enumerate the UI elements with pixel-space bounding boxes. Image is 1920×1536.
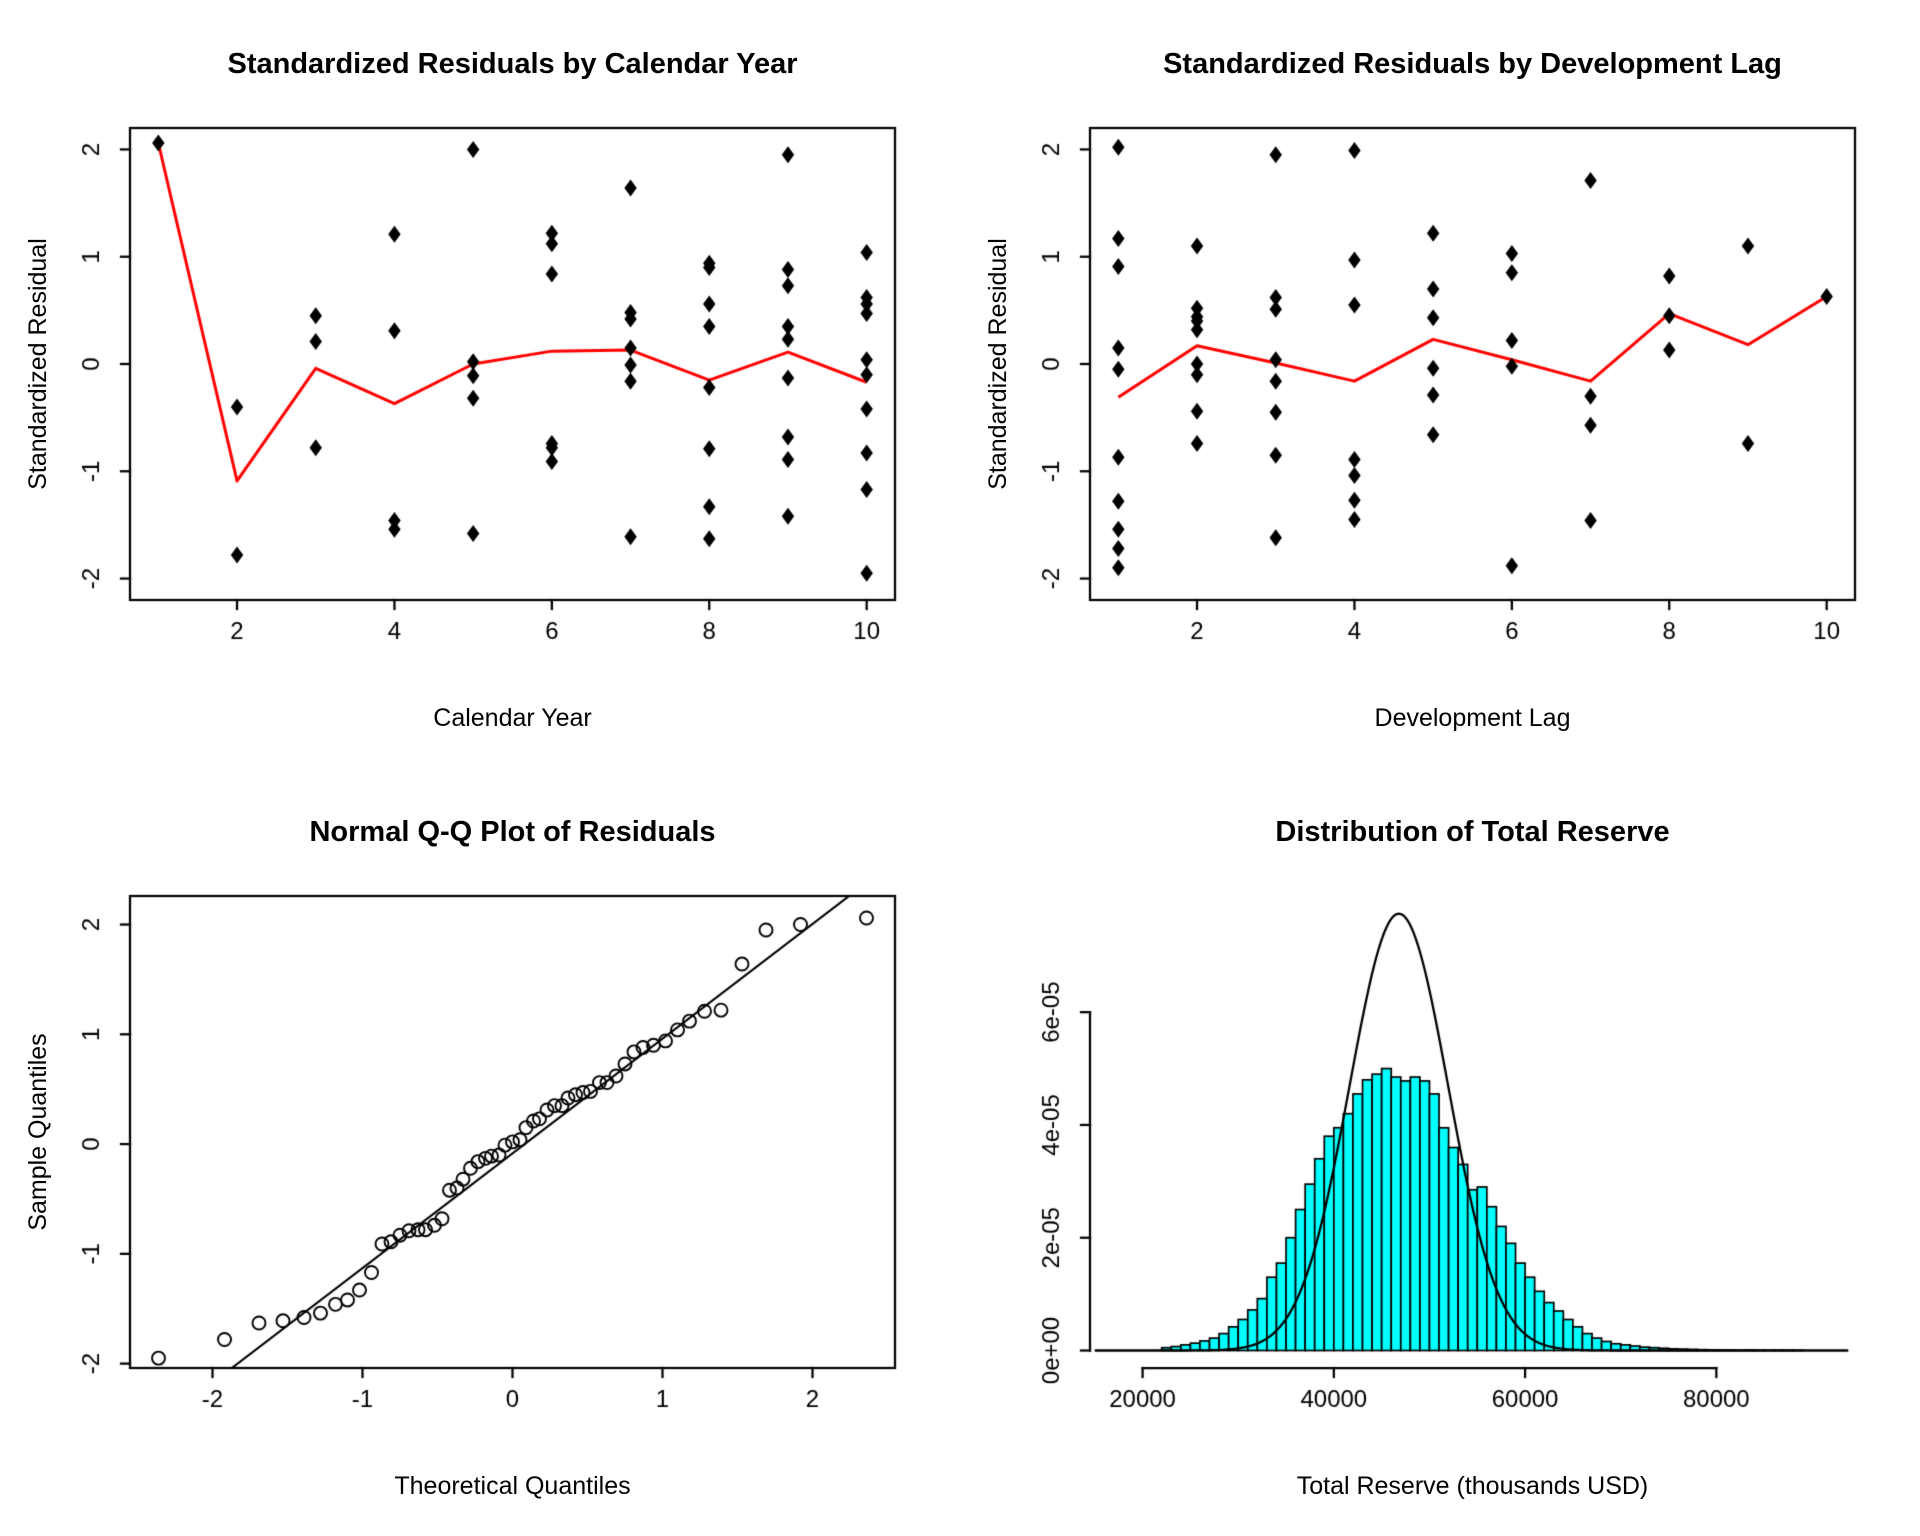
charts-canvas bbox=[0, 0, 1920, 1536]
figure: Standardized Residuals by Calendar Year … bbox=[0, 0, 1920, 1536]
